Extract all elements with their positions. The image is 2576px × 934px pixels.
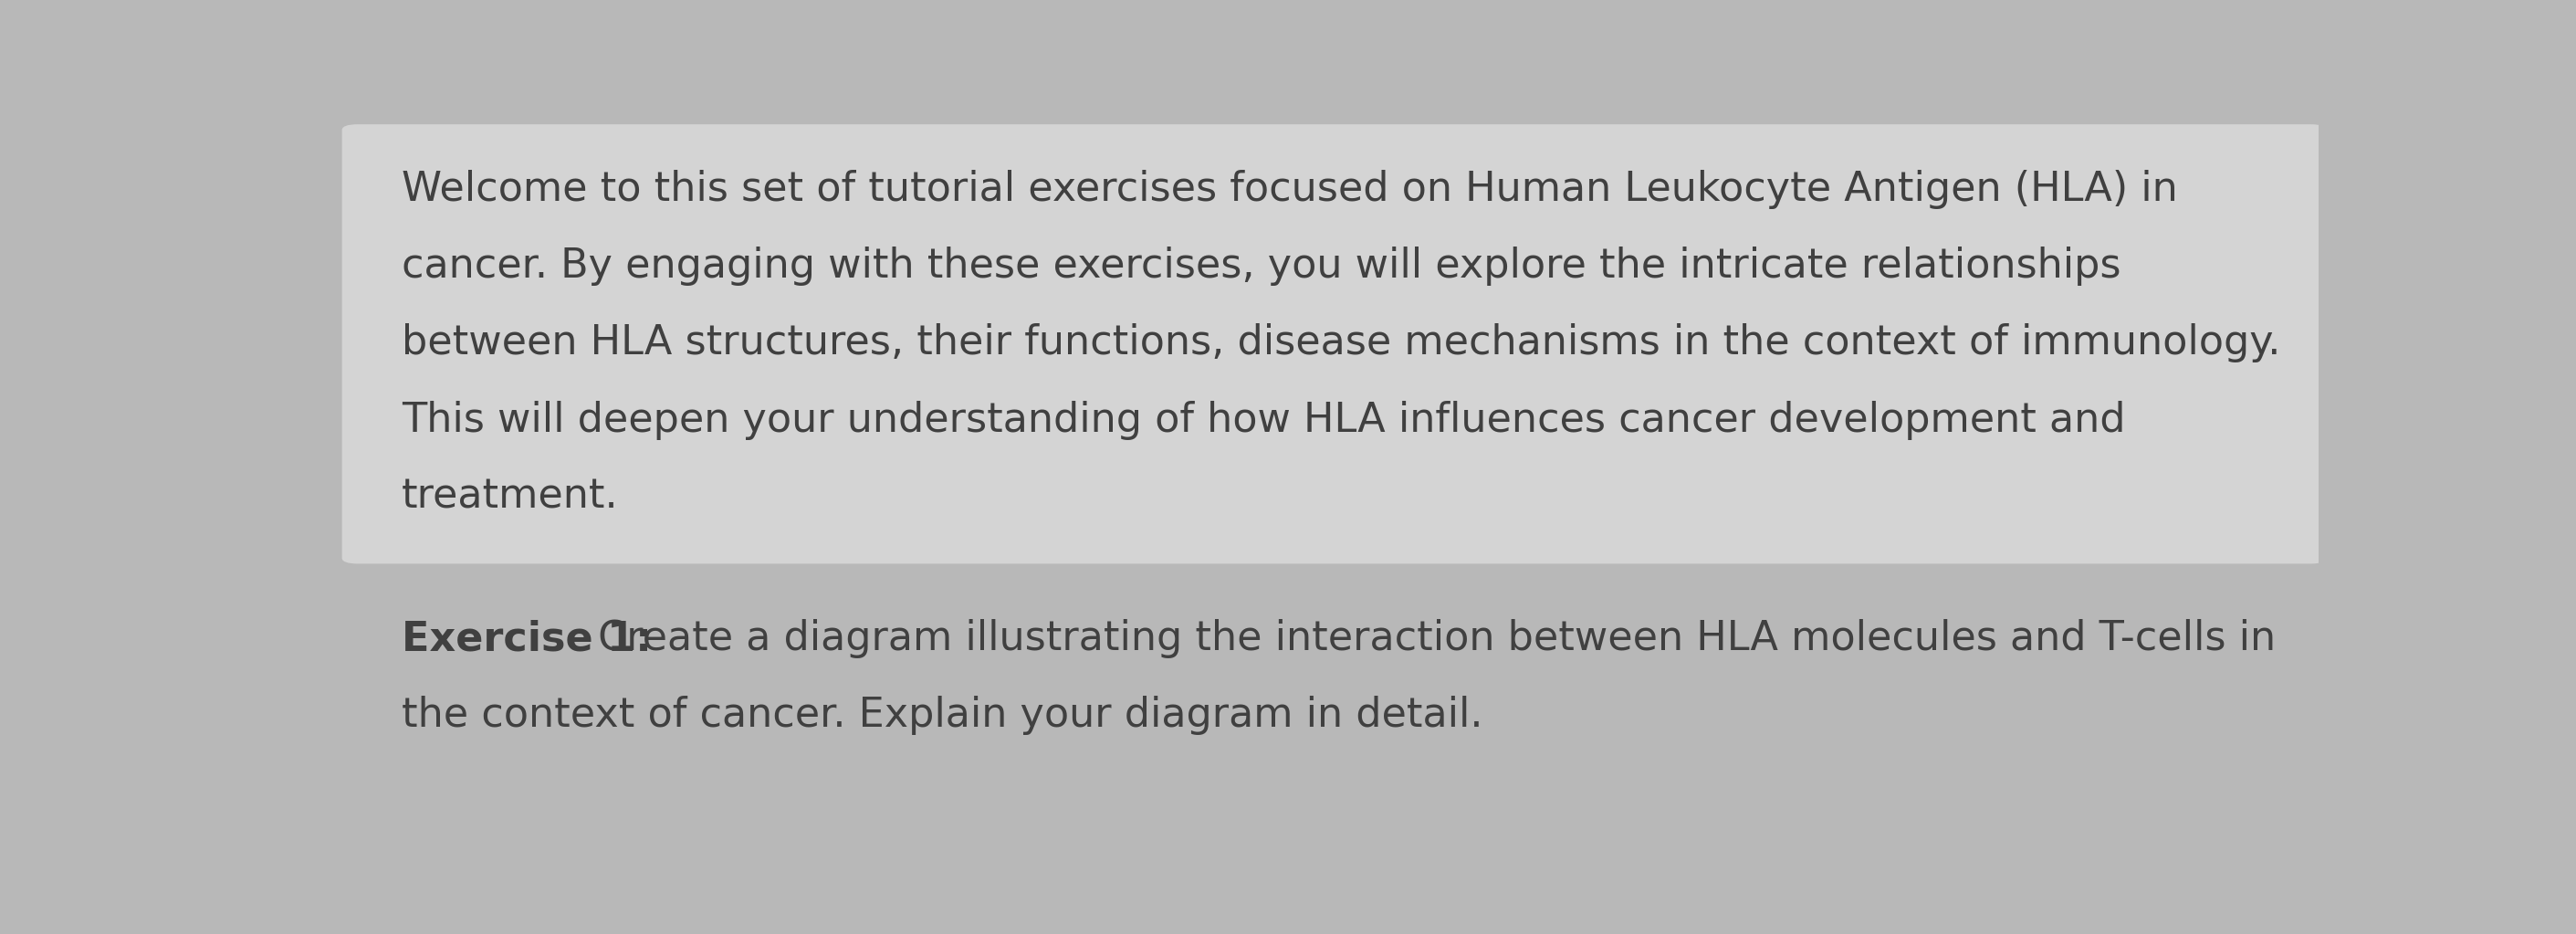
Text: Exercise 1:: Exercise 1: bbox=[402, 619, 652, 658]
Text: Create a diagram illustrating the interaction between HLA molecules and T-cells : Create a diagram illustrating the intera… bbox=[585, 619, 2277, 658]
FancyBboxPatch shape bbox=[343, 124, 2326, 564]
Text: cancer. By engaging with these exercises, you will explore the intricate relatio: cancer. By engaging with these exercises… bbox=[402, 247, 2120, 286]
Text: Welcome to this set of tutorial exercises focused on Human Leukocyte Antigen (HL: Welcome to this set of tutorial exercise… bbox=[402, 170, 2177, 209]
Text: This will deepen your understanding of how HLA influences cancer development and: This will deepen your understanding of h… bbox=[402, 401, 2125, 440]
Text: the context of cancer. Explain your diagram in detail.: the context of cancer. Explain your diag… bbox=[402, 696, 1484, 735]
Text: treatment.: treatment. bbox=[402, 477, 618, 517]
Text: between HLA structures, their functions, disease mechanisms in the context of im: between HLA structures, their functions,… bbox=[402, 323, 2280, 362]
